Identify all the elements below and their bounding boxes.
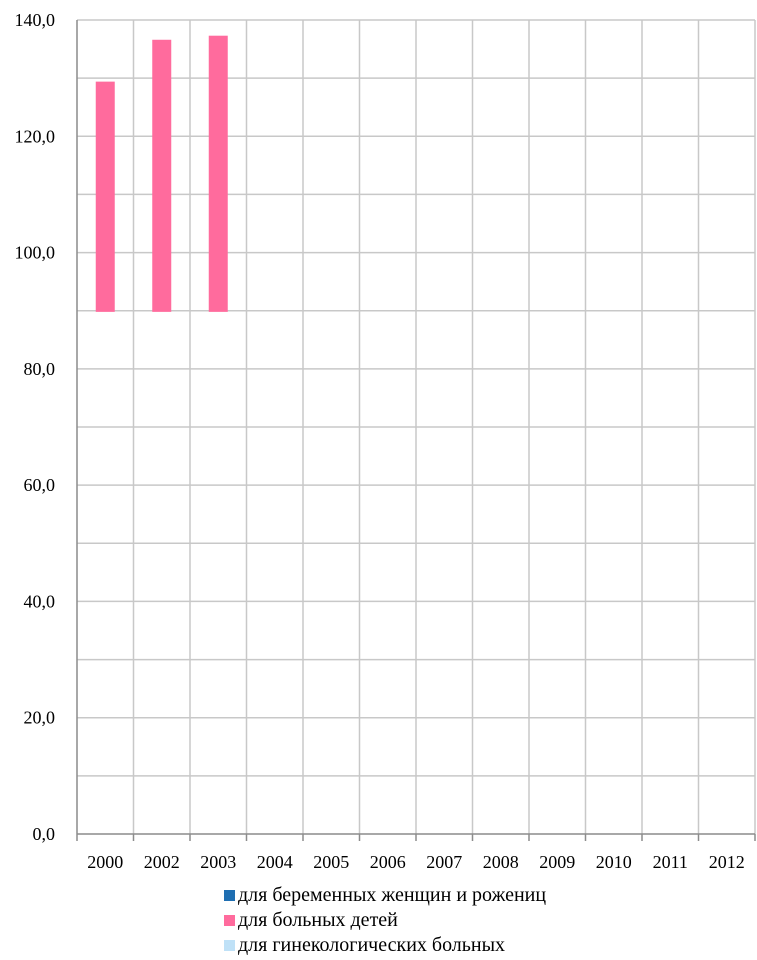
bar [152, 39, 172, 312]
legend-item-2: для больных детей [224, 908, 546, 933]
x-tick-label: 2009 [539, 852, 575, 872]
y-tick-label: 60,0 [24, 475, 56, 495]
y-tick-label: 40,0 [24, 591, 56, 611]
legend-item-1: для беременных женщин и рожениц [224, 883, 546, 908]
legend-item-3: для гинекологических больных [224, 933, 546, 958]
x-tick-label: 2008 [483, 852, 519, 872]
x-tick-label: 2006 [370, 852, 406, 872]
bars [95, 35, 228, 312]
x-tick-label: 2007 [426, 852, 462, 872]
x-tick-label: 2004 [257, 852, 293, 872]
legend-label-3: для гинекологических больных [238, 934, 506, 956]
legend-label-2: для больных детей [238, 909, 398, 931]
legend: для беременных женщин и рожениц для боль… [224, 883, 546, 958]
y-tick-label: 140,0 [15, 10, 56, 30]
y-tick-label: 80,0 [24, 359, 56, 379]
x-tick-label: 2011 [653, 852, 688, 872]
y-tick-label: 0,0 [33, 824, 56, 844]
x-tick-label: 2005 [313, 852, 349, 872]
y-tick-label: 120,0 [15, 126, 56, 146]
legend-swatch-1 [224, 890, 235, 901]
x-tick-labels: 2000 2002 2003 2004 2005 2006 2007 2008 2009 2010… [87, 852, 745, 872]
y-tick-labels: 0,0 20,0 40,0 60,0 80,0 100,0 120,0 140,0 [15, 10, 56, 844]
legend-swatch-2 [224, 915, 235, 926]
legend-label-1: для беременных женщин и рожениц [238, 884, 547, 906]
x-tick-label: 2012 [709, 852, 745, 872]
x-tick-label: 2002 [144, 852, 180, 872]
x-tick-label: 2003 [200, 852, 236, 872]
x-tick-label: 2000 [87, 852, 123, 872]
axes [76, 20, 756, 841]
x-tick-label: 2010 [596, 852, 632, 872]
legend-swatch-3 [224, 940, 235, 951]
y-tick-label: 100,0 [15, 243, 56, 263]
grid-lines [77, 19, 756, 834]
bar [208, 35, 228, 312]
y-tick-label: 20,0 [24, 708, 56, 728]
bar [95, 81, 115, 312]
